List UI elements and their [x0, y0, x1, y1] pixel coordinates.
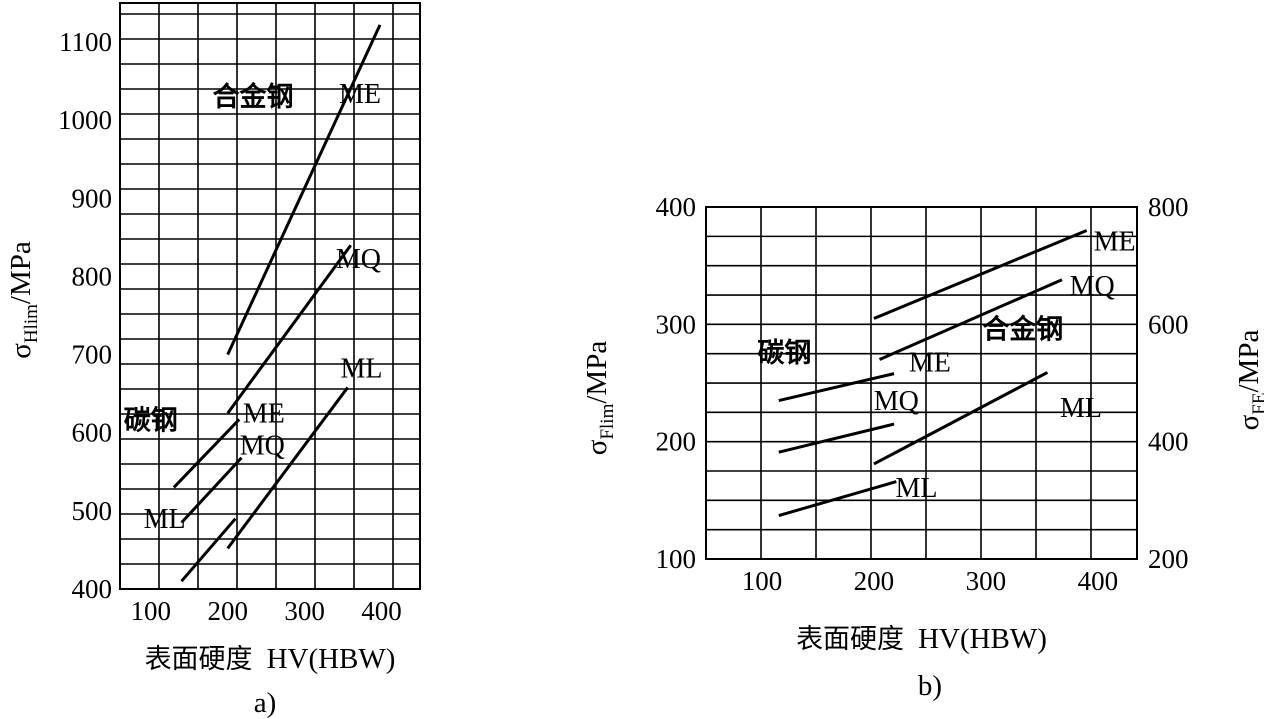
chart-panel-b: 100 200 300 400 100 200 300 400 200 400 600 800 ME MQ…: [581, 192, 1264, 702]
series-label: ME: [243, 399, 285, 430]
y-tick-label: 1100: [59, 27, 112, 57]
series-line-mq-carbon: [778, 422, 895, 454]
x-tick-label: 200: [207, 596, 248, 626]
series-label: ML: [144, 504, 186, 535]
y2-tick-label: 600: [1148, 309, 1189, 339]
y-axis-title-symbol: σ: [5, 343, 37, 359]
group-label: 碳钢: [124, 406, 178, 437]
series-line-ml-alloy: [226, 386, 349, 550]
series-label: ML: [895, 473, 937, 504]
y-tick-label: 100: [656, 544, 697, 574]
y2-tick-label: 200: [1148, 544, 1189, 574]
y-tick-label: 200: [656, 427, 697, 457]
series-line-ml-carbon: [180, 517, 237, 583]
series-line-me-alloy: [873, 229, 1088, 320]
group-label: 合金钢: [213, 81, 294, 113]
y2-axis-title-subscript: FE: [1249, 393, 1264, 415]
panel-label: b): [918, 670, 942, 702]
series-line-me-carbon: [172, 418, 241, 489]
series-label: MQ: [240, 431, 285, 462]
series-line-me-carbon: [778, 372, 895, 403]
y2-axis-title: σFE/MPa: [1233, 330, 1264, 431]
y-axis-title-unit: /MPa: [5, 241, 37, 304]
plot-frame: [705, 206, 1138, 560]
x-tick-label: 400: [1078, 566, 1119, 596]
y-tick-label: 500: [72, 496, 113, 526]
series-line-mq-carbon: [180, 456, 243, 524]
y-tick-label: 900: [72, 183, 113, 213]
y-axis-title-unit: /MPa: [581, 341, 613, 404]
y2-tick-label: 400: [1148, 427, 1189, 457]
y-tick-label: 400: [72, 574, 113, 604]
grid: [705, 206, 1137, 560]
y-axis-title-subscript: Flim: [597, 403, 618, 439]
series-label: ME: [339, 79, 381, 110]
series-line-ml-carbon: [778, 480, 897, 518]
y2-tick-label: 800: [1148, 192, 1189, 222]
y-axis-title-symbol: σ: [581, 439, 613, 455]
x-axis-title-text: 表面硬度: [145, 644, 253, 675]
series-label: MQ: [336, 244, 381, 275]
grid: [119, 3, 420, 590]
x-axis-title: 表面硬度 HV(HBW): [796, 623, 1047, 655]
y-tick-label: 600: [72, 418, 113, 448]
series-label: MQ: [874, 386, 919, 417]
series-label: ML: [1060, 393, 1102, 424]
panel-label: a): [254, 687, 277, 719]
x-axis-title-unit: HV(HBW): [267, 643, 396, 675]
x-axis-title-text: 表面硬度: [796, 624, 904, 655]
series-line-mq-alloy: [226, 244, 352, 415]
series-label: MQ: [1070, 271, 1115, 302]
group-label: 合金钢: [982, 313, 1063, 345]
y-axis-title: σFlim/MPa: [581, 341, 618, 456]
y-tick-label: 1000: [58, 105, 112, 135]
x-axis-title: 表面硬度 HV(HBW): [145, 643, 396, 675]
y-tick-label: 800: [72, 261, 113, 291]
x-tick-label: 300: [966, 566, 1007, 596]
series-label: ME: [909, 347, 951, 378]
x-axis-title-unit: HV(HBW): [918, 623, 1047, 655]
x-tick-label: 300: [284, 596, 325, 626]
chart-panel-a: 100 200 300 400 400 500 600 700 800 900 1000 1100 ME…: [5, 2, 421, 719]
series-label: ME: [1094, 226, 1136, 257]
y-tick-label: 400: [656, 192, 697, 222]
series-line-ml-alloy: [873, 371, 1049, 466]
y2-axis-title-symbol: σ: [1233, 414, 1264, 430]
y-tick-label: 300: [656, 309, 697, 339]
y-axis-title: σHlim/MPa: [5, 241, 42, 359]
series-label: ML: [341, 353, 383, 384]
x-tick-label: 400: [361, 596, 402, 626]
plot-frame: [119, 2, 421, 590]
x-tick-label: 200: [854, 566, 895, 596]
x-tick-label: 100: [742, 566, 783, 596]
series-line-me-alloy: [226, 24, 382, 356]
group-label: 碳钢: [757, 338, 811, 369]
y-tick-label: 700: [72, 340, 113, 370]
y-axis-title-subscript: Hlim: [21, 304, 42, 343]
x-tick-label: 100: [131, 596, 172, 626]
series-line-mq-alloy: [878, 278, 1063, 361]
y2-axis-title-unit: /MPa: [1233, 330, 1264, 393]
